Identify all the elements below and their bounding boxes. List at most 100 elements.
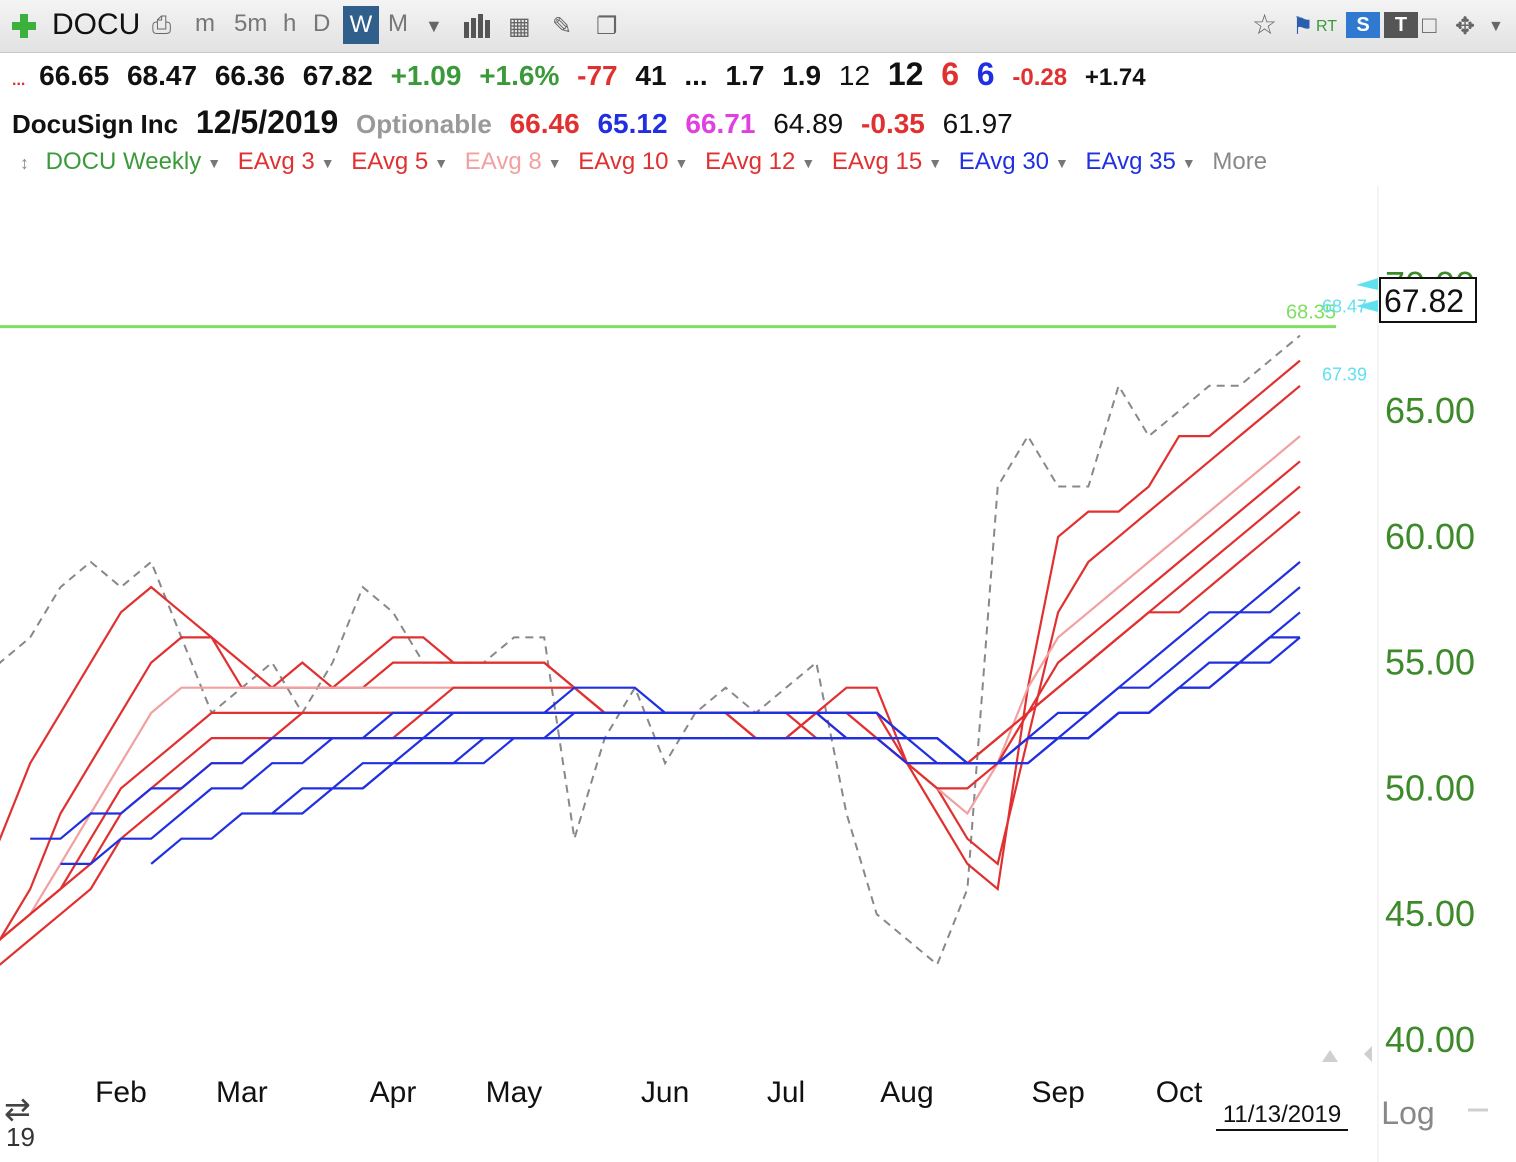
move-icon[interactable]: ✥ — [1455, 13, 1476, 40]
chevron-down-icon[interactable]: ▼ — [425, 16, 443, 36]
corner-year-label: 19 — [6, 1122, 35, 1152]
legend-label: EAvg 30 — [958, 148, 1050, 175]
low-label: 67.39 — [1322, 365, 1367, 385]
window-icon[interactable]: □ — [1422, 12, 1437, 39]
series-line-ema-30b — [60, 586, 1301, 866]
tf-5m[interactable]: 5m — [234, 10, 268, 37]
high-label: 68.47 — [1322, 297, 1367, 317]
tf-m-monthly[interactable]: M — [388, 10, 408, 37]
y-tick-label: 50.00 — [1385, 767, 1475, 808]
toolbar: DOCU ⎙ m 5m h D W M ▼ ▦ ✎ ❐ ☆ ⚑ RT S T □… — [0, 0, 1516, 53]
low-value: 66.36 — [214, 60, 285, 91]
change-percent: +1.6% — [479, 60, 560, 91]
value-plain: 64.89 — [773, 108, 844, 139]
stat-a: -77 — [577, 60, 618, 91]
series-line-close — [0, 334, 1301, 967]
resistance-label: 68.35 — [1286, 302, 1336, 324]
legend-eavg-8[interactable]: EAvg 8 ▼ — [465, 148, 562, 176]
y-tick-label: 60.00 — [1385, 516, 1475, 557]
legend-eavg-15[interactable]: EAvg 15 ▼ — [832, 148, 942, 176]
indicator-legend: ↕ DOCU Weekly ▼ EAvg 3 ▼ EAvg 5 ▼ EAvg 8 ▼ E… — [0, 148, 1516, 184]
legend-eavg-30[interactable]: EAvg 30 ▼ — [959, 148, 1069, 176]
scroll-up-icon[interactable] — [1322, 1050, 1338, 1062]
stat-c: 1.7 — [725, 60, 765, 91]
x-tick-label: May — [486, 1076, 543, 1109]
legend-label: EAvg 12 — [705, 148, 796, 175]
last-price-label: 67.82 — [1384, 283, 1464, 319]
rt-badge[interactable]: RT — [1316, 18, 1338, 35]
flag-icon[interactable]: ⚑ — [1292, 13, 1314, 40]
legend-label: EAvg 35 — [1085, 148, 1176, 175]
legend-label: EAvg 5 — [351, 148, 429, 175]
x-tick-label: Sep — [1031, 1076, 1084, 1109]
y-tick-label: 55.00 — [1385, 642, 1475, 683]
quote-date: 12/5/2019 — [195, 104, 339, 140]
printer-icon[interactable]: ⎙ — [152, 12, 172, 39]
tf-w-active[interactable]: W — [343, 6, 379, 44]
stat-f: 12 — [887, 56, 924, 92]
tf-d[interactable]: D — [313, 10, 331, 37]
t-badge[interactable]: T — [1384, 12, 1418, 38]
stat-e: 12 — [838, 60, 871, 91]
legend-eavg-3[interactable]: EAvg 3 ▼ — [238, 148, 335, 176]
stat-j: +1.74 — [1084, 64, 1146, 91]
chevron-down-icon: ▼ — [320, 154, 335, 171]
log-scale-toggle[interactable]: Log — [1381, 1095, 1434, 1131]
chevron-down-icon: ▼ — [801, 154, 816, 171]
updown-icon[interactable]: ↕ — [20, 153, 29, 173]
stat-h: 6 — [976, 56, 995, 92]
legend-eavg-35[interactable]: EAvg 35 ▼ — [1086, 148, 1196, 176]
price-pointer-up — [1356, 278, 1378, 290]
value-blue: 65.12 — [597, 108, 668, 139]
prefix-ellipsis: ... — [12, 72, 26, 89]
chevron-down-icon: ▼ — [547, 154, 562, 171]
quote-row-1: ... 66.65 68.47 66.36 67.82 +1.09 +1.6% … — [12, 56, 1156, 100]
series-layer — [0, 334, 1301, 967]
legend-main-label: DOCU Weekly — [45, 148, 202, 175]
optionable-label: Optionable — [356, 109, 492, 139]
stat-i: -0.28 — [1012, 64, 1068, 91]
symbol-label[interactable]: DOCU — [52, 8, 141, 41]
table-icon[interactable]: ▦ — [508, 13, 531, 40]
pencil-icon[interactable]: ✎ — [552, 13, 573, 40]
price-pointer-down — [1356, 300, 1378, 312]
value-red: 66.46 — [509, 108, 580, 139]
legend-main[interactable]: DOCU Weekly ▼ — [46, 148, 221, 176]
chevron-down-icon[interactable]: ▼ — [1488, 18, 1504, 35]
value-magenta: 66.71 — [685, 108, 756, 139]
chevron-down-icon: ▼ — [928, 154, 943, 171]
tf-m[interactable]: m — [195, 10, 215, 37]
y-tick-label: 45.00 — [1385, 893, 1475, 934]
x-tick-label: Apr — [370, 1076, 417, 1109]
bar-chart-icon[interactable] — [462, 14, 492, 38]
date-label: 11/13/2019 — [1223, 1101, 1341, 1128]
y-tick-label: 65.00 — [1385, 390, 1475, 431]
chevron-down-icon: ▼ — [434, 154, 449, 171]
chevron-down-icon: ▼ — [1181, 154, 1196, 171]
change-value: +1.09 — [390, 60, 462, 91]
series-line-ema-30e — [362, 636, 1301, 790]
legend-more[interactable]: More — [1212, 148, 1268, 175]
add-symbol-icon[interactable] — [10, 12, 38, 40]
x-axis: Feb Mar Apr May Jun Jul Aug Sep Oct — [95, 1076, 1203, 1109]
x-tick-label: Mar — [216, 1076, 268, 1109]
quote-row-2: DocuSign Inc 12/5/2019 Optionable 66.46 … — [12, 104, 1023, 146]
notes-icon[interactable]: ❐ — [596, 13, 618, 40]
open-value: 66.65 — [39, 60, 110, 91]
s-badge[interactable]: S — [1346, 12, 1380, 38]
x-tick-label: Aug — [880, 1076, 933, 1109]
price-chart[interactable]: 68.35 68.47 67.39 70.0065.0060.0055.0050… — [0, 186, 1516, 1162]
x-tick-label: Jun — [641, 1076, 689, 1109]
collapse-arrow-icon[interactable] — [1364, 1046, 1372, 1062]
tf-h[interactable]: h — [283, 10, 297, 37]
sync-icon[interactable]: ⇄ — [4, 1090, 31, 1128]
legend-eavg-10[interactable]: EAvg 10 ▼ — [578, 148, 688, 176]
chevron-down-icon: ▼ — [1055, 154, 1069, 171]
star-icon[interactable]: ☆ — [1252, 9, 1278, 40]
close-value: 67.82 — [302, 60, 373, 91]
legend-eavg-5[interactable]: EAvg 5 ▼ — [351, 148, 448, 176]
legend-eavg-12[interactable]: EAvg 12 ▼ — [705, 148, 815, 176]
stat-g: 6 — [941, 56, 960, 92]
legend-label: EAvg 8 — [464, 148, 542, 175]
stat-d: 1.9 — [782, 60, 822, 91]
